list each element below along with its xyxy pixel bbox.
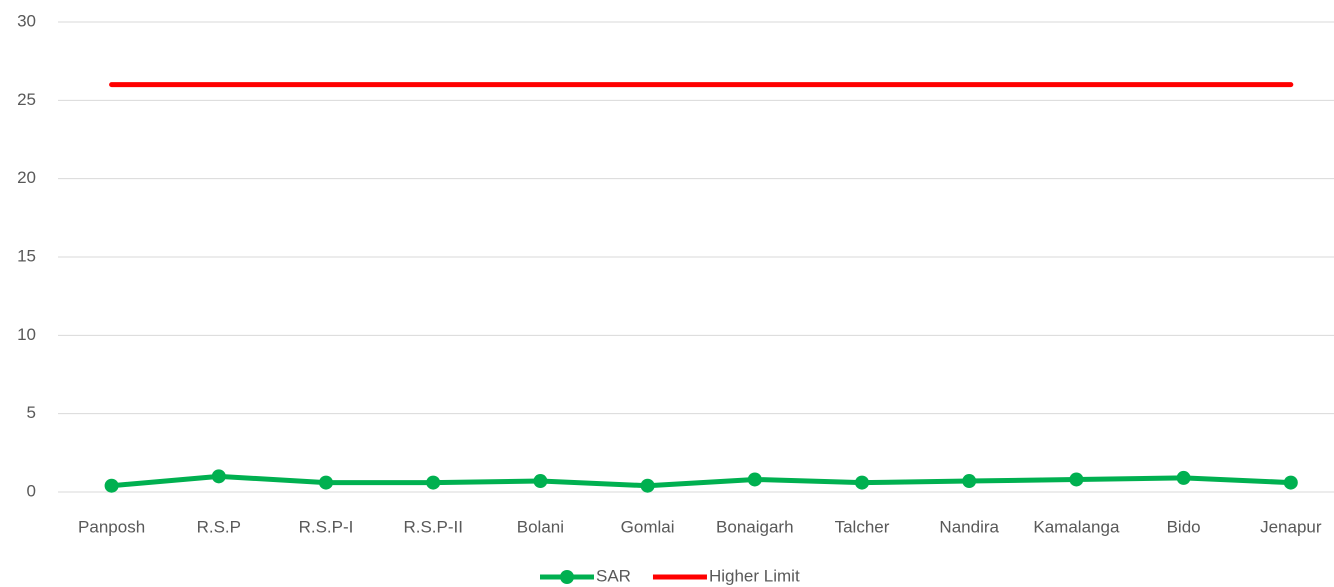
legend-label: SAR	[596, 566, 631, 585]
series-marker	[962, 474, 977, 489]
x-tick-label: Bido	[1167, 517, 1201, 536]
x-tick-label: Gomlai	[621, 517, 675, 536]
series-line	[109, 473, 1294, 489]
x-tick-label: R.S.P-I	[299, 517, 354, 536]
y-tick-label: 15	[17, 246, 36, 265]
x-tick-label: Bolani	[517, 517, 564, 536]
x-tick-label: Panposh	[78, 517, 145, 536]
y-tick-label: 20	[17, 168, 36, 187]
y-tick-label: 25	[17, 90, 36, 109]
series-marker	[747, 472, 762, 487]
y-tick-label: 10	[17, 325, 36, 344]
series-marker	[855, 475, 869, 490]
x-tick-label: Talcher	[835, 517, 890, 536]
x-tick-label: R.S.P	[197, 517, 241, 536]
x-tick-label: Jenapur	[1260, 517, 1322, 536]
series-marker	[1176, 470, 1191, 485]
series-marker	[319, 475, 333, 490]
legend-marker	[560, 570, 574, 584]
series-marker	[640, 478, 655, 493]
series-marker	[211, 469, 226, 484]
series-marker	[104, 478, 119, 493]
series-marker	[426, 475, 441, 490]
series-marker	[1069, 472, 1084, 487]
series-marker	[533, 474, 548, 489]
y-tick-label: 5	[27, 403, 36, 422]
y-tick-label: 30	[17, 11, 36, 30]
x-tick-label: Nandira	[939, 517, 999, 536]
x-tick-label: Kamalanga	[1033, 517, 1120, 536]
y-tick-label: 0	[27, 481, 36, 500]
x-tick-label: Bonaigarh	[716, 517, 794, 536]
x-tick-label: R.S.P-II	[403, 517, 463, 536]
legend-label: Higher Limit	[709, 566, 800, 585]
series-marker	[1283, 475, 1298, 490]
